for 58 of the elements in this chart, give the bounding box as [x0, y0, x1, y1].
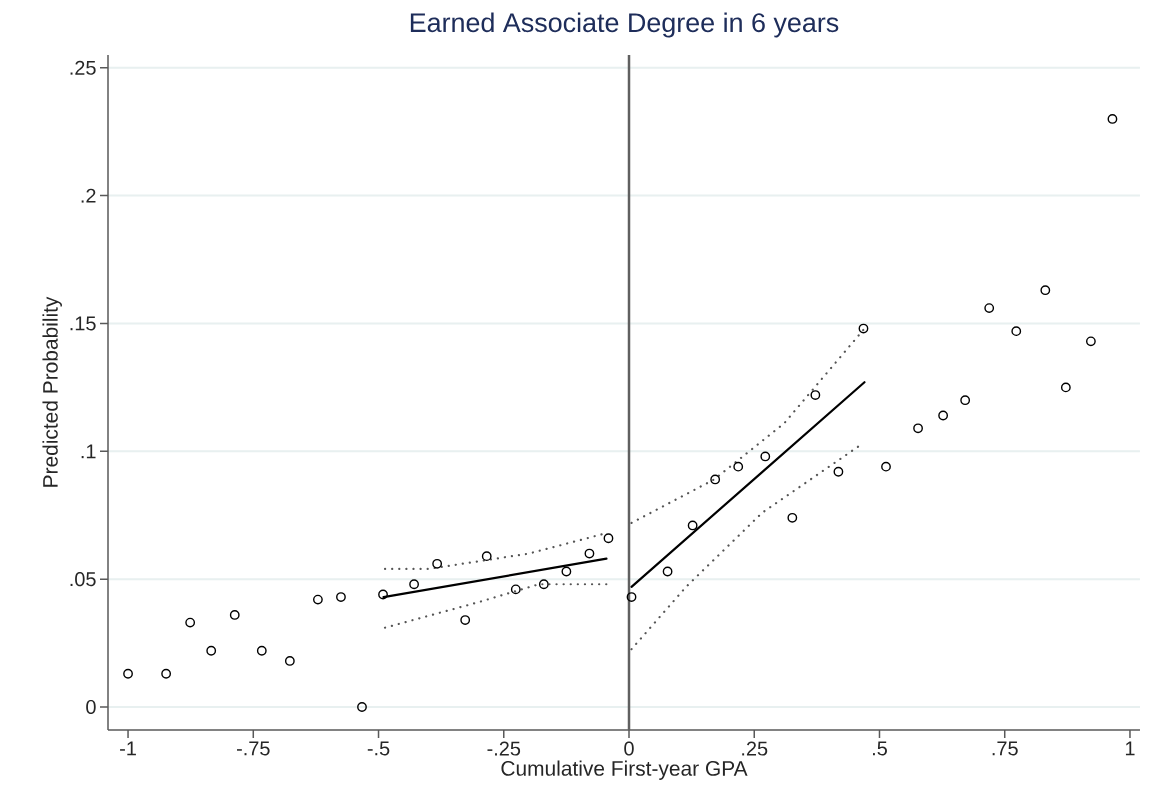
point — [1060, 382, 1071, 393]
y-tick-label: .05 — [70, 572, 96, 587]
x-tick-label: .25 — [742, 741, 768, 756]
y-tick-label: .25 — [70, 60, 96, 75]
point — [409, 579, 419, 590]
chart-title: Earned Associate Degree in 6 years — [410, 12, 839, 38]
x-tick-label: 0 — [624, 741, 634, 756]
point — [787, 512, 798, 523]
point — [561, 566, 572, 577]
point — [256, 645, 267, 656]
point — [432, 558, 443, 569]
point — [626, 592, 637, 602]
point — [662, 566, 673, 577]
point — [1086, 336, 1096, 347]
x-tick-label: -.5 — [367, 741, 390, 756]
point — [760, 451, 771, 462]
point — [810, 390, 821, 400]
point — [460, 615, 471, 625]
x-tick-label: -.25 — [487, 741, 521, 756]
x-tick-label: 1 — [1125, 741, 1135, 756]
y-tick-label: .1 — [81, 444, 96, 459]
point — [1011, 326, 1022, 337]
point — [185, 617, 196, 628]
point — [833, 466, 844, 477]
y-tick-label: .2 — [81, 188, 96, 203]
point — [938, 410, 949, 421]
y-tick-label: 0 — [86, 699, 96, 715]
point — [284, 656, 295, 666]
point — [229, 610, 240, 620]
point — [510, 584, 521, 595]
point — [313, 594, 323, 605]
point — [687, 520, 698, 531]
y-axis-title: Predicted Probability — [42, 296, 62, 487]
point — [858, 323, 869, 334]
point — [538, 579, 549, 590]
x-tick-label: .75 — [992, 741, 1018, 756]
x-tick-label: -1 — [120, 741, 136, 756]
point — [123, 668, 133, 679]
point — [881, 461, 891, 472]
x-tick-label: -.75 — [237, 741, 270, 756]
x-axis-title: Cumulative First-year GPA — [501, 760, 748, 780]
point — [378, 589, 388, 600]
point — [984, 303, 995, 314]
point — [161, 668, 172, 679]
point — [710, 474, 721, 485]
point — [206, 645, 217, 656]
point — [584, 548, 595, 559]
point — [960, 395, 971, 406]
point — [336, 592, 346, 602]
point — [733, 461, 744, 472]
point — [603, 533, 614, 544]
point — [481, 551, 492, 562]
point — [1107, 114, 1118, 124]
x-tick-label: .5 — [872, 741, 887, 756]
point — [357, 702, 367, 712]
y-tick-label: .15 — [70, 316, 96, 331]
point — [1040, 285, 1051, 296]
point — [913, 423, 923, 434]
